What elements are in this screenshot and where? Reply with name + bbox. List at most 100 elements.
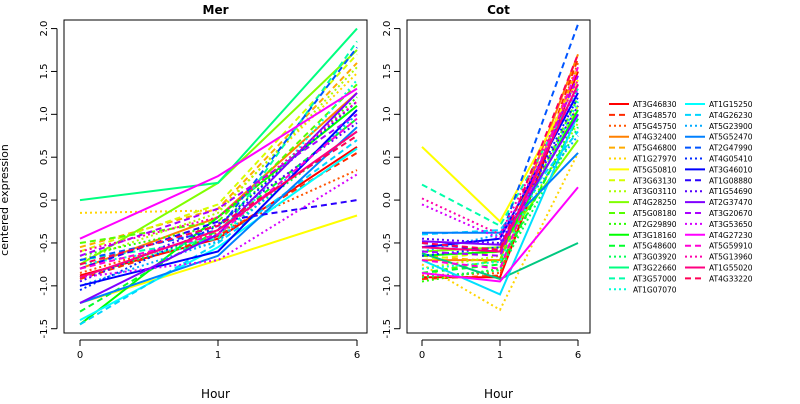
legend-label: AT4G28250 (633, 198, 677, 207)
legend-item: AT1G07070 (609, 285, 677, 294)
legend-item: AT3G18160 (609, 231, 677, 240)
legend-label: AT3G53650 (709, 220, 753, 229)
series-line (79, 27, 358, 202)
legend-label: AT5G50810 (633, 165, 677, 174)
series-line (421, 186, 579, 283)
series-line (421, 105, 579, 245)
legend-item: AT4G28250 (609, 198, 677, 207)
legend-item: AT4G32400 (609, 133, 677, 142)
legend-label: AT5G13960 (709, 253, 753, 262)
series-line (79, 130, 358, 279)
x-tick-label: 0 (419, 350, 425, 361)
legend-item: AT3G53650 (685, 220, 753, 229)
legend-label: AT3G18160 (633, 231, 677, 240)
y-tick-label: -1.5 (382, 319, 393, 339)
panel-title: Cot (487, 3, 510, 17)
plot-frame (406, 19, 591, 334)
legend-label: AT3G48570 (633, 111, 677, 120)
series-line (79, 66, 358, 262)
y-tick-label: 1.5 (39, 63, 50, 79)
series-line (421, 113, 579, 283)
y-tick-label: 1.0 (39, 106, 50, 122)
legend-label: AT3G03920 (633, 253, 677, 262)
legend-label: AT3G57000 (633, 274, 677, 283)
legend-item: AT3G20670 (685, 209, 753, 218)
legend-item: AT3G03110 (609, 187, 677, 196)
legend-label: AT5G46800 (633, 144, 677, 153)
legend-label: AT3G03110 (633, 187, 677, 196)
legend-label: AT2G37470 (709, 198, 753, 207)
y-tick-label: -0.5 (382, 233, 393, 253)
y-tick-label: -1.0 (382, 276, 393, 296)
legend-label: AT1G54690 (709, 187, 753, 196)
legend-item: AT5G52470 (685, 133, 753, 142)
plot-frame (63, 19, 368, 334)
series-line (421, 113, 579, 246)
series-line (79, 72, 358, 214)
legend-label: AT5G45750 (633, 122, 677, 131)
series-line (421, 135, 579, 253)
series-line (79, 79, 358, 266)
legend-item: AT5G48600 (609, 242, 677, 251)
series-line (421, 130, 579, 236)
x-axis-label: Hour (201, 387, 230, 400)
x-tick-label: 0 (77, 350, 83, 361)
legend-item: AT3G46010 (685, 165, 753, 174)
y-tick-label: 2.0 (382, 21, 393, 37)
legend-item: AT5G59910 (685, 242, 753, 251)
series-line (421, 122, 579, 270)
series-line (421, 75, 579, 257)
panel-cot: Cot -1.5 -1.0 -0.5 0.0 0.5 1.0 1.5 2.0 0 1 6 Hour (382, 3, 591, 401)
legend-label: AT3G46830 (633, 100, 677, 109)
series-line (421, 66, 579, 270)
series-line (79, 169, 358, 274)
legend-item: AT5G23900 (685, 122, 753, 131)
series-line (79, 134, 358, 266)
legend-label: AT4G05410 (709, 155, 753, 164)
series-line (422, 152, 579, 234)
legend-item: AT3G22660 (609, 264, 677, 273)
legend-label: AT5G23900 (709, 122, 753, 131)
series-line (79, 53, 358, 253)
legend-item: AT2G37470 (685, 198, 753, 207)
series-line (422, 53, 579, 262)
legend-item: AT2G47990 (685, 144, 753, 153)
legend-item: AT1G15250 (685, 100, 753, 109)
series-line (421, 88, 579, 228)
series-line (79, 173, 358, 279)
y-tick-label: -1.5 (39, 319, 50, 339)
series-line (79, 126, 358, 304)
legend-label: AT1G15250 (709, 100, 753, 109)
legend-label: AT3G20670 (709, 209, 753, 218)
legend-label: AT1G08880 (709, 176, 753, 185)
x-tick-label: 6 (575, 350, 581, 361)
legend: AT3G46830 AT3G48570 AT5G45750 AT4G32400 AT5G… (609, 100, 753, 294)
legend-item: AT3G46830 (609, 100, 677, 109)
legend-item: AT5G13960 (685, 253, 753, 262)
y-tick-label: -0.5 (39, 233, 50, 253)
series-line (79, 139, 358, 326)
panel-title: Mer (203, 3, 229, 17)
legend-label: AT4G27230 (709, 231, 753, 240)
x-tick-label: 1 (497, 350, 503, 361)
y-tick-label: 0.5 (39, 149, 50, 165)
series-line (421, 242, 579, 281)
legend-label: AT1G27970 (633, 155, 677, 164)
legend-label: AT4G32400 (633, 133, 677, 142)
legend-label: AT2G29890 (633, 220, 677, 229)
series-line (421, 79, 579, 224)
legend-label: AT5G52470 (709, 133, 753, 142)
legend-item: AT3G63130 (609, 176, 677, 185)
legend-item: AT5G08180 (609, 209, 677, 218)
legend-item: AT5G45750 (609, 122, 677, 131)
legend-item: AT3G57000 (609, 274, 677, 283)
series-line (79, 100, 358, 292)
series-line (79, 87, 358, 240)
legend-item: AT4G27230 (685, 231, 753, 240)
series-line (421, 101, 579, 270)
legend-label: AT5G08180 (633, 209, 677, 218)
series-line (421, 96, 579, 257)
series-line (421, 23, 579, 249)
